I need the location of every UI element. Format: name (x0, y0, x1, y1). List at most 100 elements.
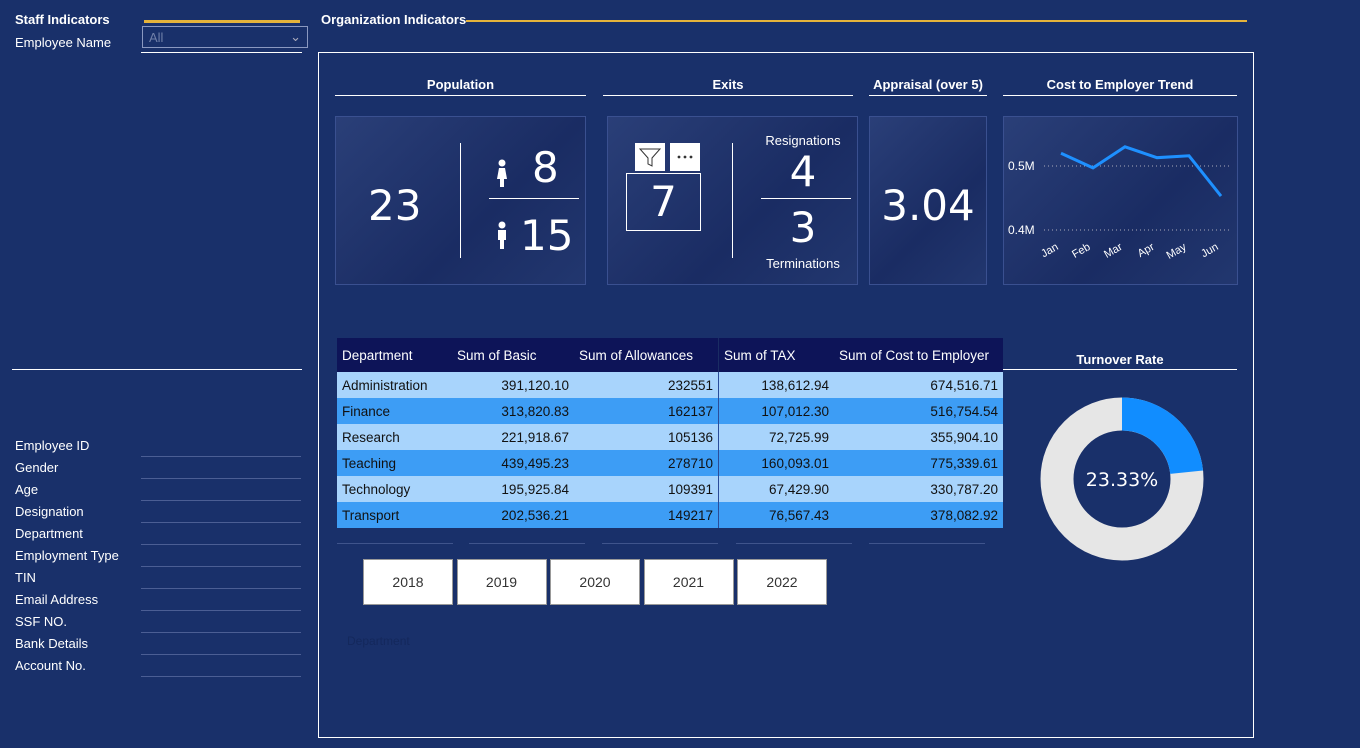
field-label: Age (15, 482, 39, 497)
table-cell: 138,612.94 (718, 372, 834, 398)
header-cell: Sum of Allowances (579, 347, 694, 363)
table-cell: 67,429.90 (718, 476, 834, 502)
field-line (141, 566, 301, 567)
female-icon (497, 159, 507, 187)
table-cell: 391,120.10 (501, 377, 569, 393)
field-label: Employee ID (15, 438, 90, 453)
header-cell: Sum of Basic (457, 347, 537, 363)
line (1060, 145, 1223, 198)
y-tick-label: 0.5M (1008, 159, 1035, 173)
header-row: Department Sum of Basic Sum of Allowances S… (337, 338, 1003, 372)
field-label: Gender (15, 460, 59, 475)
separator (337, 543, 453, 544)
table-cell: 775,339.61 (930, 455, 998, 471)
table-row: Teaching 439,495.23 278710 160,093.01 775,33… (337, 450, 1003, 476)
table-cell: 313,820.83 (501, 403, 569, 419)
field-label: SSF NO. (15, 614, 68, 629)
section-title: Exits (712, 77, 744, 92)
rule (141, 52, 302, 53)
more-icon[interactable] (670, 143, 700, 171)
field-label: TIN (15, 570, 36, 585)
filter-icon[interactable] (635, 143, 665, 171)
year-button[interactable]: 2022 (737, 559, 827, 605)
table-cell: 202,536.21 (501, 507, 569, 523)
x-tick-label: Jan (1039, 241, 1060, 260)
dropdown-value: All (149, 30, 164, 45)
year-button[interactable]: 2019 (456, 559, 547, 605)
x-tick-label: Feb (1070, 241, 1092, 261)
divider (460, 143, 461, 258)
separator (602, 543, 718, 544)
field-line (141, 456, 301, 457)
year-button[interactable]: 2020 (550, 559, 640, 605)
dropdown[interactable]: All ⌄ (142, 26, 308, 48)
field-line (141, 610, 301, 611)
kpi: 3 (789, 203, 817, 252)
rule (869, 95, 987, 96)
slicer-label: Department (347, 634, 410, 648)
table: Department Sum of Basic Sum of Allowances S… (337, 338, 1003, 528)
field-line (141, 544, 301, 545)
field-line (141, 500, 301, 501)
rule (1003, 369, 1237, 370)
male-icon (498, 221, 506, 249)
table-row: Administration 391,120.10 232551 138,612.94… (337, 372, 1003, 398)
rule (1003, 95, 1237, 96)
field-label: Account No. (15, 658, 86, 673)
separator (869, 543, 985, 544)
table-cell: 160,093.01 (718, 450, 834, 476)
kpi: 8 (532, 143, 559, 192)
table-cell: 76,567.43 (718, 502, 834, 528)
table-cell: Transport (342, 507, 400, 523)
kpi: 3.04 (881, 181, 975, 230)
donut-segment (1121, 397, 1204, 475)
section-title: Turnover Rate (1076, 352, 1164, 367)
label: Resignations (765, 133, 841, 148)
field-label: Email Address (15, 592, 99, 607)
table-cell: 278710 (667, 455, 713, 471)
rule (335, 95, 586, 96)
table-cell: 105136 (667, 429, 713, 445)
chevron: ⌄ (290, 29, 301, 44)
separator (469, 543, 585, 544)
kpi: 7 (626, 173, 701, 231)
field-label: Bank Details (15, 636, 88, 651)
header-cell: Department (342, 347, 413, 363)
field-line (141, 676, 301, 677)
table-cell: 195,925.84 (501, 481, 569, 497)
section-title: Population (426, 77, 495, 92)
table-row: Technology 195,925.84 109391 67,429.90 330,7… (337, 476, 1003, 502)
field-line (141, 478, 301, 479)
kpi: 4 (789, 147, 817, 196)
staff-title: Staff Indicators (15, 12, 110, 27)
divider (489, 198, 579, 199)
table-row: Transport 202,536.21 149217 76,567.43 378,08… (337, 502, 1003, 528)
table-cell: 162137 (667, 403, 713, 419)
field-line (141, 654, 301, 655)
table-cell: 516,754.54 (930, 403, 998, 419)
section-title: Cost to Employer Trend (1046, 77, 1194, 92)
label: Employee Name (15, 35, 112, 50)
header-cell: Sum of Cost to Employer (839, 347, 990, 363)
trend-card (1003, 116, 1238, 285)
field-label: Designation (15, 504, 84, 519)
rule (466, 20, 1247, 22)
kpi: 15 (520, 211, 574, 260)
year-button[interactable]: 2018 (363, 559, 453, 605)
table-wrap: Department Sum of Basic Sum of Allowances S… (337, 338, 1003, 528)
rule (12, 369, 302, 370)
x-tick-label: Jun (1199, 241, 1220, 260)
table-cell: Administration (342, 377, 428, 393)
x-tick-label: May (1165, 241, 1189, 262)
label: Terminations (766, 256, 840, 271)
kpi: 23 (368, 181, 422, 230)
table-cell: 674,516.71 (930, 377, 998, 393)
divider (761, 198, 851, 199)
section-title: Appraisal (over 5) (873, 77, 983, 92)
year-button[interactable]: 2021 (643, 559, 734, 605)
table-cell: Finance (342, 403, 391, 419)
table-cell: 149217 (667, 507, 713, 523)
y-tick-label: 0.4M (1008, 223, 1035, 237)
table-cell: 439,495.23 (501, 455, 569, 471)
table-cell: 107,012.30 (718, 398, 834, 424)
